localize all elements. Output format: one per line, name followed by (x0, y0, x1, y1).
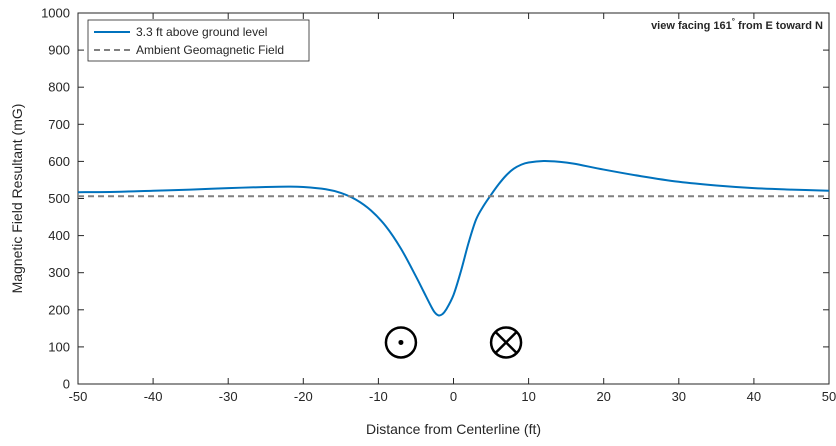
legend-box (87, 19, 310, 62)
y-tick-label: 500 (48, 191, 70, 206)
y-axis-label: Magnetic Field Resultant (mG) (9, 104, 25, 294)
legend: 3.3 ft above ground level Ambient Geomag… (87, 19, 310, 62)
x-tick-label: 0 (450, 389, 457, 404)
y-tick-label: 400 (48, 228, 70, 243)
legend-label-series-1: 3.3 ft above ground level (136, 25, 267, 39)
y-tick-label: 1000 (41, 6, 70, 21)
y-tick-label: 300 (48, 265, 70, 280)
current-into-page-icon (489, 326, 523, 359)
x-tick-label: 30 (672, 389, 686, 404)
y-tick-label: 100 (48, 339, 70, 354)
x-axis-label: Distance from Centerline (ft) (366, 421, 541, 437)
series-layer (77, 160, 830, 317)
x-tick-label: 20 (596, 389, 610, 404)
x-tick-label: -30 (219, 389, 238, 404)
y-tick-label: 200 (48, 302, 70, 317)
y-tick-label: 600 (48, 154, 70, 169)
plot-area (77, 12, 830, 385)
y-tick-label: 800 (48, 80, 70, 95)
y-tick-label: 900 (48, 43, 70, 58)
y-tick-label: 0 (63, 377, 70, 392)
view-annotation: view facing 161° from E toward N (651, 17, 823, 32)
x-tick-label: 50 (822, 389, 836, 404)
x-tick-label: -40 (144, 389, 163, 404)
series-line-1 (77, 160, 830, 317)
current-out-of-page-icon (384, 326, 418, 359)
x-tick-label: 10 (521, 389, 535, 404)
legend-label-series-2: Ambient Geomagnetic Field (136, 43, 284, 57)
axis-ticks: -50 -40 -30 -20 -10 0 10 20 30 40 5001002003004005… (41, 6, 836, 405)
symbols-layer (384, 326, 523, 359)
y-tick-label: 700 (48, 117, 70, 132)
x-tick-label: -50 (69, 389, 88, 404)
x-tick-label: -10 (369, 389, 388, 404)
x-tick-label: 40 (747, 389, 761, 404)
x-tick-label: -20 (294, 389, 313, 404)
